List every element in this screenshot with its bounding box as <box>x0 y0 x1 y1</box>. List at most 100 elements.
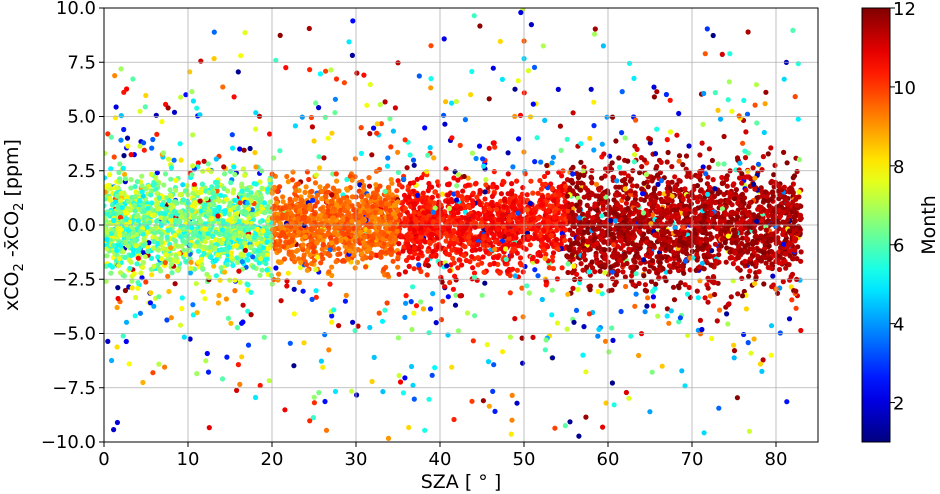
data-point <box>416 73 422 79</box>
data-point <box>697 264 703 270</box>
data-point <box>289 177 296 183</box>
data-point <box>235 69 241 75</box>
data-point <box>327 281 333 287</box>
data-point <box>781 149 787 155</box>
data-point <box>792 94 798 100</box>
data-point <box>300 255 306 261</box>
data-point <box>166 156 172 162</box>
data-point <box>686 143 692 149</box>
data-point <box>645 295 651 301</box>
data-point <box>577 246 583 252</box>
data-point <box>278 298 284 304</box>
data-point <box>507 290 513 296</box>
data-point <box>517 255 524 261</box>
data-point <box>480 398 486 404</box>
data-point <box>382 188 388 195</box>
data-point <box>676 158 682 164</box>
data-point <box>711 193 718 200</box>
data-point <box>622 176 628 183</box>
data-point <box>203 358 209 364</box>
data-point <box>114 344 120 350</box>
data-point <box>368 199 374 205</box>
data-point <box>309 296 315 302</box>
data-point <box>223 296 229 302</box>
data-point <box>121 153 127 159</box>
data-point <box>734 395 741 401</box>
data-point <box>700 164 706 170</box>
data-point <box>562 198 568 205</box>
data-point <box>168 261 174 267</box>
data-point <box>716 252 722 258</box>
data-point <box>469 398 475 404</box>
data-point <box>490 65 496 71</box>
data-point <box>469 68 475 75</box>
data-point <box>632 190 638 196</box>
data-point <box>225 315 231 321</box>
data-point <box>565 208 571 214</box>
data-point <box>443 238 449 244</box>
data-point <box>525 68 532 74</box>
data-point <box>730 261 737 267</box>
data-point <box>352 265 358 271</box>
data-point <box>795 244 801 250</box>
data-point <box>669 193 675 199</box>
data-point <box>702 51 708 57</box>
data-point <box>585 226 591 232</box>
data-point <box>390 258 396 264</box>
data-point <box>447 279 453 286</box>
data-point <box>549 160 555 166</box>
data-point <box>141 147 147 153</box>
data-point <box>325 135 331 141</box>
data-point <box>280 194 286 200</box>
data-point <box>237 279 243 285</box>
data-point <box>213 156 219 162</box>
data-point <box>615 243 621 249</box>
data-point <box>117 161 123 167</box>
data-point <box>676 219 682 225</box>
data-point <box>379 318 386 324</box>
data-point <box>700 121 706 127</box>
data-point <box>492 246 498 252</box>
data-point <box>216 292 222 299</box>
data-point <box>295 247 301 253</box>
data-point <box>616 155 622 161</box>
data-point <box>559 204 565 210</box>
data-point <box>469 150 475 156</box>
data-point <box>354 70 360 76</box>
data-point <box>349 203 355 209</box>
data-point <box>768 145 774 151</box>
data-point <box>527 200 534 206</box>
data-point <box>629 240 635 246</box>
data-point <box>723 259 729 265</box>
data-point <box>236 268 242 274</box>
data-point <box>482 189 488 195</box>
data-point <box>509 417 515 423</box>
data-point <box>153 175 159 181</box>
data-point <box>333 171 339 177</box>
data-point <box>629 273 635 279</box>
data-point <box>676 110 682 117</box>
data-point <box>676 177 682 183</box>
data-point <box>795 116 801 122</box>
data-point <box>465 175 471 181</box>
data-point <box>549 185 556 192</box>
data-point <box>425 263 431 269</box>
data-point <box>387 116 393 122</box>
data-point <box>562 423 569 429</box>
data-point <box>268 272 275 279</box>
data-point <box>191 182 197 188</box>
data-point <box>143 279 149 285</box>
data-point <box>278 224 284 230</box>
data-point <box>125 143 131 149</box>
data-point <box>740 235 746 241</box>
data-point <box>449 364 455 370</box>
data-point <box>258 235 264 242</box>
data-point <box>549 287 555 293</box>
data-point <box>290 213 296 219</box>
data-point <box>593 181 600 187</box>
data-point <box>409 255 416 261</box>
data-point <box>719 174 725 181</box>
data-point <box>499 76 505 82</box>
data-point <box>299 114 305 120</box>
data-point <box>395 60 401 66</box>
